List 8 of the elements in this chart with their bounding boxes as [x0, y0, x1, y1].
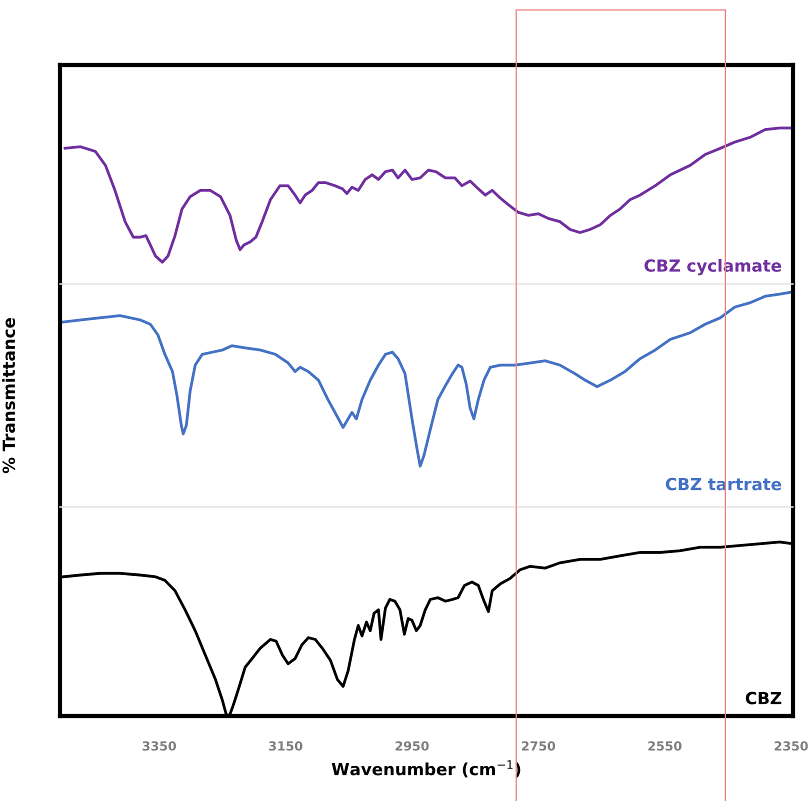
text: CBZ	[746, 692, 782, 704]
x-tick-label: 2950	[396, 741, 429, 751]
x-tick-label: 2750	[522, 741, 556, 751]
x-tick-label: 3350	[142, 741, 176, 751]
x-tick-label: 2550	[648, 741, 682, 751]
x-tick-label: 2350	[774, 741, 808, 751]
x-tick-label: 3150	[269, 741, 302, 751]
y-axis-title: % Transmittance	[2, 318, 16, 474]
